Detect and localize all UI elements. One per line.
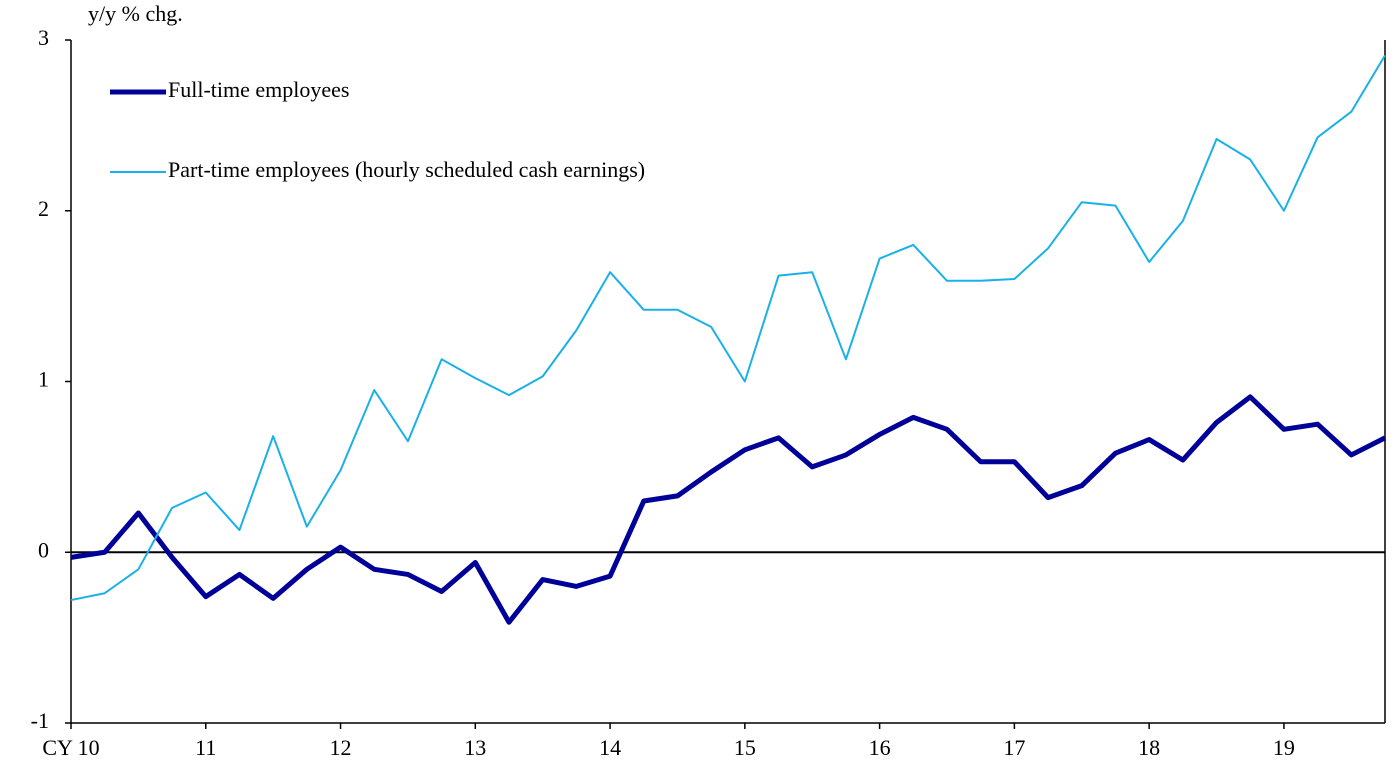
series-line — [70, 54, 1386, 602]
series-line — [70, 394, 1387, 625]
x-tick-label: CY 10 — [42, 735, 99, 760]
y-tick-label: 3 — [38, 25, 49, 50]
x-tick-label: 15 — [734, 735, 756, 760]
x-tick-label: 17 — [1003, 735, 1025, 760]
legend-label: Part-time employees (hourly scheduled ca… — [168, 157, 645, 182]
y-tick-label: -1 — [31, 708, 49, 733]
legend-label: Full-time employees — [168, 77, 349, 102]
y-axis-label: y/y % chg. — [88, 1, 183, 26]
x-tick-label: 11 — [195, 735, 216, 760]
y-tick-label: 2 — [38, 196, 49, 221]
y-tick-label: 0 — [38, 537, 49, 562]
x-tick-label: 16 — [869, 735, 891, 760]
x-tick-label: 19 — [1273, 735, 1295, 760]
x-tick-label: 14 — [599, 735, 621, 760]
x-tick-label: 13 — [464, 735, 486, 760]
y-tick-label: 1 — [38, 367, 49, 392]
x-tick-label: 12 — [330, 735, 352, 760]
x-tick-label: 18 — [1138, 735, 1160, 760]
